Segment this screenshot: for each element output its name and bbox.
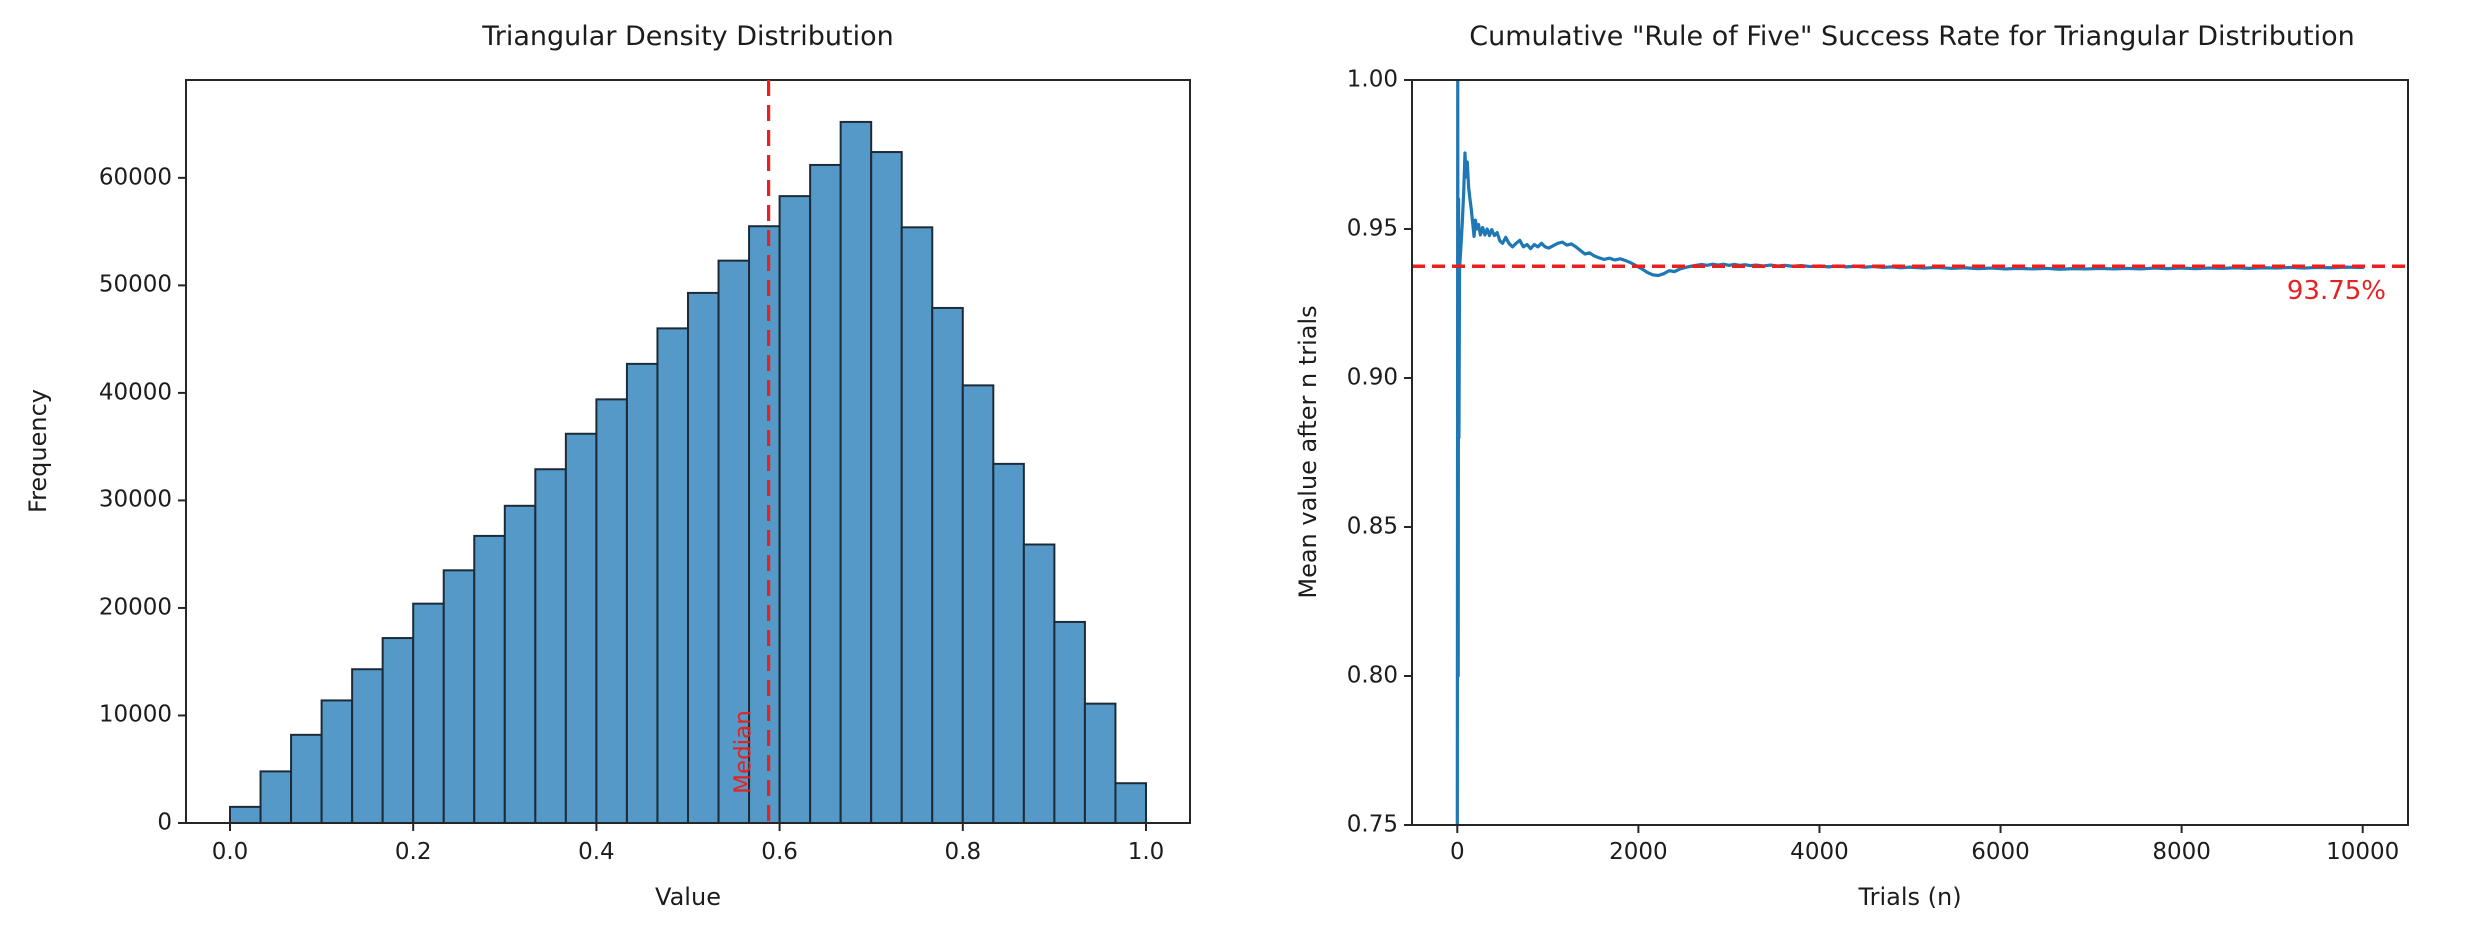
- histogram-bar: [1083, 702, 1117, 825]
- right-plot-title: Cumulative "Rule of Five" Success Rate f…: [1469, 21, 2355, 52]
- histogram-bar: [1022, 543, 1056, 824]
- histogram-bar: [778, 195, 812, 824]
- histogram-bar: [1114, 782, 1147, 824]
- right-plot-frame: [1411, 79, 2409, 826]
- histogram-bar: [320, 699, 354, 824]
- left-plot-title: Triangular Density Distribution: [482, 21, 894, 52]
- left-plot-ylabel: Frequency: [23, 389, 52, 513]
- histogram-bar: [839, 120, 873, 825]
- histogram-bar: [870, 151, 903, 825]
- y-tick-label: 50000: [98, 271, 172, 298]
- y-tick-label: 0.90: [1346, 364, 1398, 391]
- histogram-bar: [351, 668, 384, 824]
- histogram-bar: [625, 362, 659, 824]
- histogram-bar: [717, 259, 751, 824]
- success-rate-annotation-label: 93.75%: [2286, 276, 2386, 306]
- histogram-bar: [534, 468, 567, 824]
- success-rate-line: [1455, 80, 2365, 825]
- y-tick-label: 60000: [98, 164, 172, 191]
- histogram-bar: [1053, 620, 1086, 824]
- histogram-bar: [992, 462, 1025, 824]
- histogram-bar: [931, 306, 964, 824]
- histogram-bar: [900, 226, 934, 824]
- histogram-bar: [961, 384, 995, 824]
- x-tick-label: 4000: [1790, 839, 1849, 865]
- histogram-bar: [412, 602, 445, 825]
- y-tick-label: 10000: [98, 701, 172, 728]
- x-tick-label: 0.2: [394, 839, 432, 865]
- histogram-bar: [229, 805, 262, 824]
- x-tick-label: 0.6: [761, 839, 798, 865]
- x-tick-label: 0.0: [211, 839, 249, 865]
- x-tick-label: 8000: [2152, 839, 2211, 865]
- histogram-bar: [503, 504, 537, 824]
- left-plot-frame: [185, 79, 1191, 824]
- y-tick-label: 0.80: [1346, 662, 1398, 689]
- x-tick-label: 10000: [2326, 839, 2400, 865]
- right-plot-ylabel: Mean value after n trials: [1293, 305, 1322, 599]
- y-tick-label: 0.85: [1346, 513, 1398, 540]
- x-tick-label: 1.0: [1127, 839, 1165, 865]
- histogram-bars: [229, 120, 1147, 825]
- y-tick-label: 0.95: [1346, 215, 1398, 242]
- histogram-bar: [381, 637, 415, 824]
- y-tick-label: 0: [157, 809, 172, 836]
- histogram-bar: [687, 291, 720, 824]
- histogram-bar: [442, 569, 476, 824]
- y-tick-label: 1.00: [1346, 66, 1398, 93]
- histogram-bar: [595, 398, 628, 824]
- y-tick-label: 30000: [98, 486, 172, 513]
- histogram-bar: [656, 327, 689, 824]
- y-tick-label: 20000: [98, 594, 172, 621]
- x-tick-label: 0: [1449, 839, 1465, 865]
- median-annotation-label: Median: [730, 710, 757, 794]
- histogram-bar: [564, 432, 598, 824]
- x-tick-label: 0.8: [944, 839, 982, 865]
- x-tick-label: 0.4: [578, 839, 615, 865]
- histogram-bar: [290, 733, 323, 825]
- left-plot-xlabel: Value: [655, 883, 721, 911]
- x-tick-label: 2000: [1609, 839, 1668, 865]
- histogram-bar: [809, 163, 842, 824]
- x-tick-label: 6000: [1971, 839, 2030, 865]
- y-tick-label: 0.75: [1346, 811, 1398, 838]
- histogram-bar: [473, 534, 506, 824]
- right-plot-xlabel: Trials (n): [1858, 883, 1962, 911]
- histogram-bar: [259, 770, 293, 825]
- y-tick-label: 40000: [98, 379, 172, 406]
